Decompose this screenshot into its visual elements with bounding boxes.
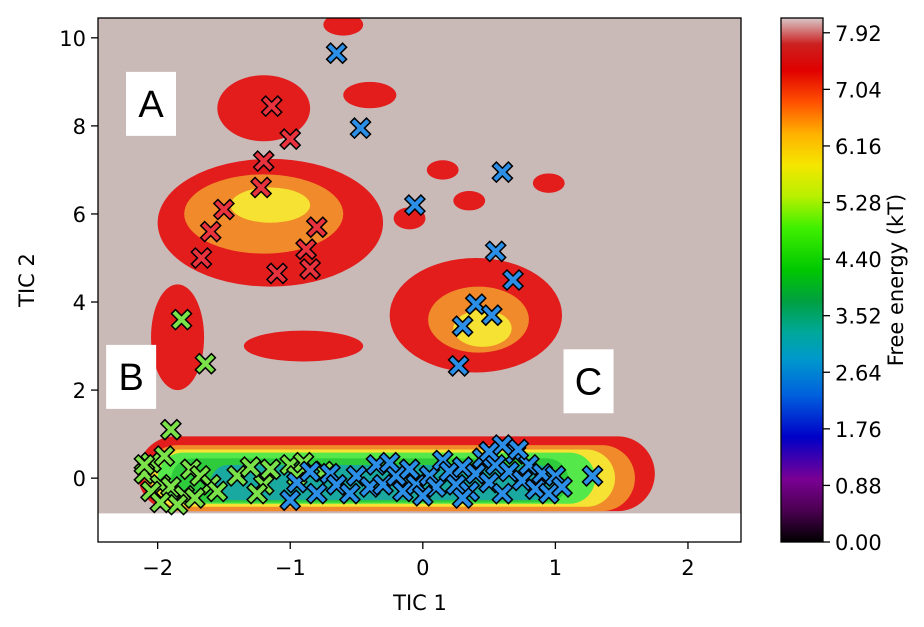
marker-cluster-c-36: [491, 482, 514, 505]
contour-level-7: [217, 75, 311, 142]
marker-cluster-a-10: [299, 257, 322, 281]
marker-cluster-b-26: [239, 456, 262, 479]
y-tick-label: 2: [73, 379, 86, 403]
marker-cluster-a-5: [199, 220, 222, 243]
marker-cluster-a-0: [260, 95, 283, 118]
region-label-c: C: [575, 361, 602, 403]
marker-cluster-a-6: [190, 246, 213, 270]
y-tick-label: 10: [59, 27, 86, 51]
marker-cluster-a-8: [305, 216, 328, 239]
y-tick-label: 0: [73, 467, 86, 491]
region-label-box-b: [106, 344, 157, 409]
marker-cluster-c-50: [378, 451, 401, 474]
colorbar-tick-label: 3.52: [835, 305, 882, 329]
region-labels: A B C: [106, 71, 614, 414]
marker-cluster-a-7: [265, 262, 289, 285]
colorbar-tick-label: 4.40: [835, 248, 882, 272]
contour-level-9: [230, 187, 311, 223]
x-tick-label: −1: [275, 556, 306, 580]
plot-frame: [97, 17, 742, 543]
marker-cluster-b-1: [194, 352, 217, 375]
x-tick-label: 0: [416, 556, 429, 580]
marker-cluster-b-13: [166, 493, 189, 516]
colorbar-label: Free energy (kT): [884, 194, 908, 366]
contour-level-20: [393, 207, 426, 230]
y-axis-label: TIC 2: [15, 253, 39, 308]
marker-cluster-a-2: [252, 150, 275, 173]
marker-cluster-a-9: [295, 238, 318, 261]
x-axis: −2 −1 0 1 2: [142, 542, 695, 580]
marker-cluster-c-1: [349, 117, 372, 140]
marker-cluster-c-9: [447, 354, 470, 377]
marker-cluster-c-48: [581, 464, 604, 487]
colorbar-tick-label: 0.88: [835, 474, 882, 498]
colorbar-ticks: 0.00 0.88 1.76 2.64 3.52 4.40 5.28 6.16 7.04 7.92: [823, 22, 882, 555]
marker-cluster-c-0: [325, 42, 348, 65]
marker-cluster-b-18: [246, 482, 269, 505]
marker-cluster-b-4: [153, 445, 176, 468]
marker-cluster-c-3: [491, 161, 514, 184]
marker-cluster-b-15: [206, 480, 229, 503]
region-label-a: A: [138, 84, 164, 126]
marker-cluster-b-0: [170, 308, 193, 331]
y-axis: 0 2 4 6 8 10: [59, 27, 98, 491]
contour-level-18: [453, 191, 486, 211]
marker-cluster-c-5: [501, 268, 525, 292]
marker-cluster-b-19: [259, 458, 282, 481]
marker-cluster-a-4: [212, 198, 235, 221]
marker-cluster-c-8: [451, 315, 474, 338]
contour-level-15: [323, 18, 364, 36]
colorbar-gradient: [780, 17, 824, 543]
marker-cluster-c-4: [484, 240, 507, 263]
marker-cluster-c-45: [550, 475, 574, 499]
marker-cluster-c-52: [478, 440, 501, 463]
marker-cluster-a-3: [250, 176, 273, 199]
y-tick-label: 4: [73, 291, 86, 315]
region-label-box-a: [126, 71, 177, 136]
colorbar: [780, 17, 824, 543]
marker-cluster-c-10: [279, 489, 302, 512]
colorbar-tick-label: 1.76: [835, 418, 882, 442]
x-tick-label: 2: [681, 556, 694, 580]
contour-level-13: [151, 284, 205, 391]
marker-cluster-c-16: [338, 482, 361, 505]
x-tick-label: 1: [549, 556, 562, 580]
y-tick-label: 8: [73, 115, 86, 139]
marker-cluster-a-1: [279, 128, 302, 151]
colorbar-tick-label: 2.64: [835, 361, 882, 385]
x-axis-label: TIC 1: [392, 591, 447, 615]
contour-level-17: [426, 160, 459, 180]
marker-cluster-c-13: [305, 482, 328, 505]
marker-cluster-b-14: [149, 491, 172, 514]
colorbar-tick-label: 6.16: [835, 135, 882, 159]
colorbar-tick-label: 5.28: [835, 192, 882, 216]
region-label-b: B: [118, 357, 143, 399]
marker-cluster-c-49: [451, 486, 474, 510]
contour-level-16: [343, 81, 397, 109]
colorbar-tick-label: 7.92: [835, 22, 882, 46]
cluster-markers: [133, 42, 604, 516]
marker-cluster-c-7: [480, 304, 503, 327]
contour-level-19: [532, 173, 565, 193]
marker-cluster-c-2: [403, 194, 426, 217]
colorbar-tick-label: 7.04: [835, 78, 882, 102]
x-tick-label: −2: [142, 556, 173, 580]
colorbar-tick-label: 0.00: [835, 531, 882, 555]
contour-level-14: [243, 330, 364, 362]
region-label-box-c: [563, 349, 614, 414]
marker-cluster-c-47: [507, 438, 530, 461]
y-tick-label: 6: [73, 203, 86, 227]
marker-cluster-b-24: [133, 453, 156, 476]
marker-cluster-b-2: [159, 418, 182, 441]
marker-cluster-b-25: [183, 486, 206, 510]
marker-cluster-c-51: [411, 484, 434, 507]
marker-cluster-c-12: [299, 460, 322, 483]
